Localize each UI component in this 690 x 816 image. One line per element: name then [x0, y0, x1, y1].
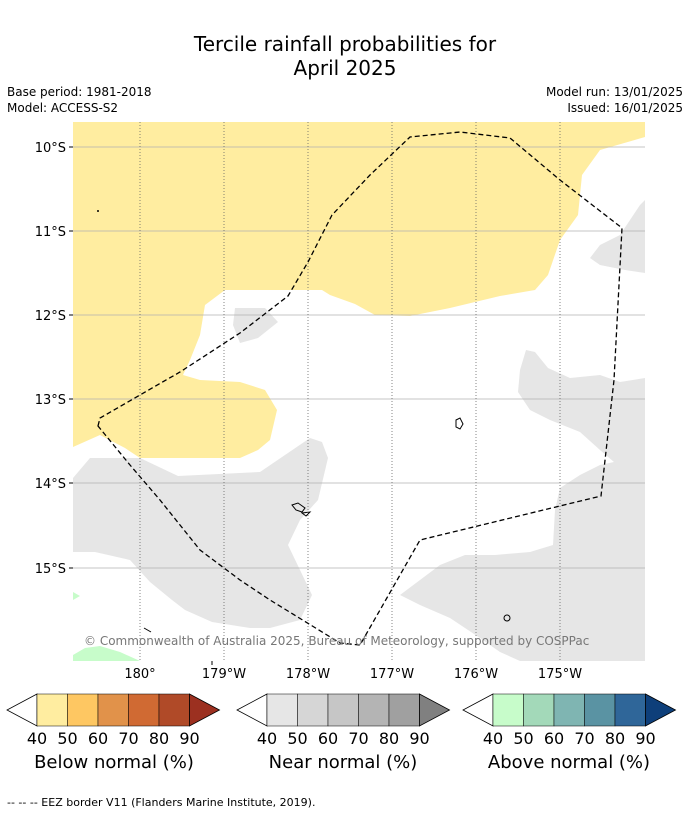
colorbar-tick-label: 80: [149, 729, 169, 748]
map-canvas: © Commonwealth of Australia 2025, Bureau…: [35, 122, 645, 682]
colorbar-tick-label: 50: [57, 729, 77, 748]
lat-label: 14°S: [35, 477, 66, 492]
base-period-text: Base period: 1981-2018: [7, 85, 152, 99]
lon-label: 178°W: [286, 667, 330, 682]
colorbar-segment: [358, 693, 390, 727]
island-outline: [291, 502, 306, 513]
lat-label: 12°S: [35, 309, 66, 324]
model-text: Model: ACCESS-S2: [7, 101, 119, 115]
map-title-line1: Tercile rainfall probabilities for: [193, 32, 497, 56]
near-normal-region-3: [400, 350, 645, 661]
colorbar-segment: [327, 693, 359, 727]
colorbar-label-above: Above normal (%): [487, 752, 651, 773]
near-normal-region-1: [233, 308, 278, 343]
lon-label: 177°W: [370, 667, 414, 682]
colorbar-strip: 40 50 60 70 80 90 40 50 60 70 80 90 40 50 60 70 80 90: [6, 693, 677, 748]
map-area: © Commonwealth of Australia 2025, Bureau…: [73, 122, 645, 661]
island-outline: [300, 511, 312, 517]
lon-label: 179°W: [202, 667, 246, 682]
colorbar-tick-label: 60: [544, 729, 564, 748]
model-run-text: Model run: 13/01/2025: [545, 85, 683, 99]
colorbar-tick-label: 50: [513, 729, 533, 748]
colorbar-right-extension: [189, 693, 221, 727]
island-dot: [97, 210, 99, 212]
colorbar-right-extension: [419, 693, 451, 727]
lat-label: 10°S: [35, 141, 66, 156]
above-normal-region-1: [73, 646, 140, 661]
island-outline: [143, 627, 152, 633]
lon-label: 176°W: [454, 667, 498, 682]
colorbar-tick-label: 70: [118, 729, 138, 748]
near-normal-region-2: [73, 438, 328, 628]
lat-label: 13°S: [35, 393, 66, 408]
colorbar-tick-label: 80: [379, 729, 399, 748]
colorbar-tick-label: 50: [287, 729, 307, 748]
colorbar-tick-label: 60: [318, 729, 338, 748]
colorbar-segment: [388, 693, 420, 727]
above-normal-region-2: [73, 592, 80, 600]
colorbar-segment: [584, 693, 616, 727]
colorbar-tick-label: 90: [179, 729, 199, 748]
colorbar-segment: [297, 693, 329, 727]
eez-footnote: -- -- -- EEZ border V11 (Flanders Marine…: [7, 796, 316, 809]
issued-text: Issued: 16/01/2025: [567, 101, 683, 115]
near-normal-region-4: [590, 200, 645, 273]
colorbar-segment: [614, 693, 646, 727]
colorbar-segment: [523, 693, 555, 727]
colorbar-label-near: Near normal (%): [268, 752, 418, 773]
lat-label: 15°S: [35, 562, 66, 577]
colorbar-segment: [266, 693, 298, 727]
colorbar-label-below: Below normal (%): [34, 752, 194, 773]
below-normal-region: [73, 122, 645, 458]
lon-label: 175°W: [538, 667, 582, 682]
colorbar-segment: [67, 693, 99, 727]
colorbar-tick-label: 90: [409, 729, 429, 748]
colorbar-segment: [553, 693, 585, 727]
lat-label: 11°S: [35, 225, 66, 240]
colorbar-left-extension: [236, 693, 268, 727]
colorbar-tick-label: 70: [574, 729, 594, 748]
colorbar-segment: [97, 693, 129, 727]
colorbar-tick-label: 40: [257, 729, 277, 748]
colorbar-segment: [36, 693, 68, 727]
colorbar-right-extension: [645, 693, 677, 727]
island-outline: [503, 614, 511, 622]
colorbar-tick-label: 70: [348, 729, 368, 748]
colorbar-tick-label: 40: [483, 729, 503, 748]
lon-label: 180°: [124, 667, 155, 682]
island-outline: [455, 417, 464, 430]
copyright-text: © Commonwealth of Australia 2025, Bureau…: [84, 634, 589, 648]
colorbar-tick-label: 40: [27, 729, 47, 748]
latitude-gridlines: [73, 146, 645, 569]
colorbar-tick-label: 60: [88, 729, 108, 748]
eez-border: [97, 131, 623, 646]
colorbar-left-extension: [462, 693, 494, 727]
colorbar-segment: [158, 693, 190, 727]
map-title-line2: April 2025: [293, 56, 397, 80]
colorbar-segment: [128, 693, 160, 727]
colorbar-tick-label: 80: [605, 729, 625, 748]
colorbar-left-extension: [6, 693, 38, 727]
colorbar-segment: [492, 693, 524, 727]
colorbar-tick-label: 90: [635, 729, 655, 748]
